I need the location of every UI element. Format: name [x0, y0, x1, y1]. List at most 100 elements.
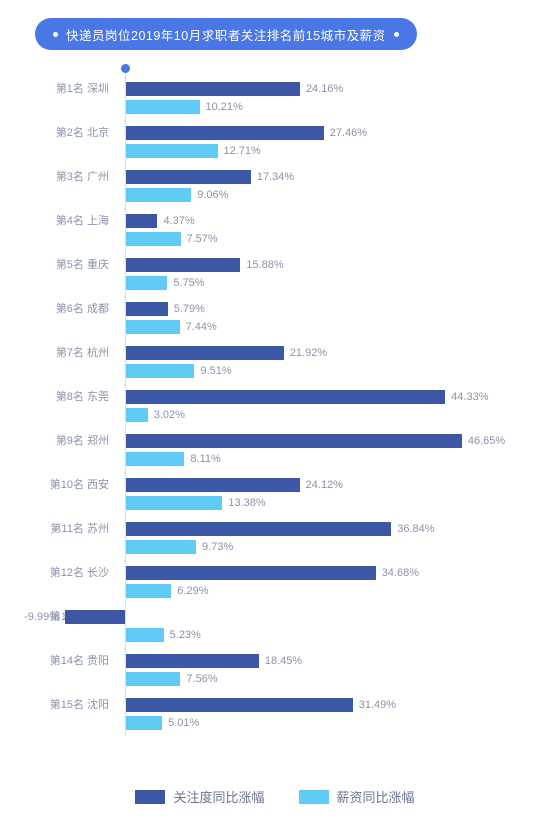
row-label: 第5名 重庆 [22, 256, 117, 272]
legend-item-salary: 薪资同比涨幅 [299, 787, 415, 806]
bar-row: 第7名 杭州21.92%9.51% [30, 342, 510, 386]
salary-bar: 9.73% [126, 540, 196, 554]
salary-value: 5.75% [167, 277, 204, 289]
row-label: 第9名 郑州 [22, 432, 117, 448]
salary-bar: 13.38% [126, 496, 222, 510]
attention-value: 17.34% [251, 171, 294, 183]
attention-value: 34.68% [376, 567, 419, 579]
salary-value: 5.01% [162, 717, 199, 729]
attention-value: 15.88% [240, 259, 283, 271]
bar-rows: 第1名 深圳24.16%10.21%第2名 北京27.46%12.71%第3名 … [30, 78, 510, 738]
salary-value: 7.57% [181, 233, 218, 245]
legend-label-attention: 关注度同比涨幅 [173, 787, 264, 806]
bar-row: 第15名 沈阳31.49%5.01% [30, 694, 510, 738]
legend: 关注度同比涨幅 薪资同比涨幅 [0, 787, 550, 806]
attention-value: 5.79% [168, 303, 205, 315]
attention-bar: 46.65% [126, 434, 462, 448]
legend-item-attention: 关注度同比涨幅 [135, 787, 264, 806]
legend-swatch-salary [299, 790, 329, 804]
attention-bar: 24.16% [126, 82, 300, 96]
chart-title: 快递员岗位2019年10月求职者关注排名前15城市及薪资 [66, 25, 386, 44]
row-label: 第12名 长沙 [22, 564, 117, 580]
attention-bar: 18.45% [126, 654, 259, 668]
salary-bar: 7.56% [126, 672, 180, 686]
attention-bar: 24.12% [126, 478, 300, 492]
attention-bar: -9.99% [65, 610, 125, 624]
salary-bar: 3.02% [126, 408, 148, 422]
salary-bar: 5.23% [126, 628, 164, 642]
salary-value: 3.02% [148, 409, 185, 421]
row-label: 第10名 西安 [22, 476, 117, 492]
salary-bar: 7.57% [126, 232, 181, 246]
attention-value: -9.99% [24, 611, 65, 623]
salary-bar: 5.01% [126, 716, 162, 730]
salary-value: 8.11% [184, 453, 220, 465]
attention-value: 44.33% [445, 391, 488, 403]
chart-area: 第1名 深圳24.16%10.21%第2名 北京27.46%12.71%第3名 … [30, 78, 510, 738]
salary-value: 9.51% [194, 365, 231, 377]
salary-value: 10.21% [200, 101, 243, 113]
attention-bar: 4.37% [126, 214, 157, 228]
attention-bar: 36.84% [126, 522, 391, 536]
attention-value: 21.92% [284, 347, 327, 359]
salary-value: 9.06% [191, 189, 228, 201]
bar-row: 第5名 重庆15.88%5.75% [30, 254, 510, 298]
bar-row: 第13名 武汉-9.99%5.23% [30, 606, 510, 650]
row-label: 第14名 贵阳 [22, 652, 117, 668]
bar-row: 第9名 郑州46.65%8.11% [30, 430, 510, 474]
bar-row: 第11名 苏州36.84%9.73% [30, 518, 510, 562]
bar-row: 第6名 成都5.79%7.44% [30, 298, 510, 342]
salary-bar: 9.51% [126, 364, 194, 378]
attention-bar: 34.68% [126, 566, 376, 580]
bar-row: 第1名 深圳24.16%10.21% [30, 78, 510, 122]
row-label: 第1名 深圳 [22, 80, 117, 96]
salary-bar: 6.29% [126, 584, 171, 598]
row-label: 第15名 沈阳 [22, 696, 117, 712]
salary-value: 5.23% [164, 629, 201, 641]
attention-bar: 27.46% [126, 126, 324, 140]
row-label: 第2名 北京 [22, 124, 117, 140]
attention-bar: 21.92% [126, 346, 284, 360]
salary-bar: 7.44% [126, 320, 180, 334]
legend-label-salary: 薪资同比涨幅 [337, 787, 415, 806]
row-label: 第4名 上海 [22, 212, 117, 228]
attention-bar: 31.49% [126, 698, 353, 712]
bar-row: 第4名 上海4.37%7.57% [30, 210, 510, 254]
bar-row: 第3名 广州17.34%9.06% [30, 166, 510, 210]
attention-value: 24.12% [300, 479, 343, 491]
salary-value: 7.56% [180, 673, 217, 685]
bar-row: 第8名 东莞44.33%3.02% [30, 386, 510, 430]
attention-value: 46.65% [462, 435, 505, 447]
salary-value: 13.38% [222, 497, 265, 509]
salary-value: 6.29% [171, 585, 208, 597]
salary-bar: 5.75% [126, 276, 167, 290]
salary-value: 7.44% [180, 321, 217, 333]
attention-bar: 17.34% [126, 170, 251, 184]
title-pill: 快递员岗位2019年10月求职者关注排名前15城市及薪资 [35, 18, 417, 50]
salary-bar: 10.21% [126, 100, 200, 114]
attention-value: 24.16% [300, 83, 343, 95]
salary-value: 12.71% [218, 145, 261, 157]
legend-swatch-attention [135, 790, 165, 804]
attention-value: 36.84% [391, 523, 434, 535]
salary-bar: 8.11% [126, 452, 184, 466]
attention-bar: 15.88% [126, 258, 240, 272]
attention-value: 18.45% [259, 655, 302, 667]
attention-bar: 44.33% [126, 390, 445, 404]
salary-bar: 9.06% [126, 188, 191, 202]
attention-value: 27.46% [324, 127, 367, 139]
bar-row: 第10名 西安24.12%13.38% [30, 474, 510, 518]
bar-row: 第2名 北京27.46%12.71% [30, 122, 510, 166]
bar-row: 第12名 长沙34.68%6.29% [30, 562, 510, 606]
row-label: 第3名 广州 [22, 168, 117, 184]
chart-container: 快递员岗位2019年10月求职者关注排名前15城市及薪资 第1名 深圳 24.16… [0, 0, 550, 826]
y-axis-top-dot [121, 64, 130, 73]
row-label: 第6名 成都 [22, 300, 117, 316]
row-label: 第11名 苏州 [22, 520, 117, 536]
bar-row: 第14名 贵阳18.45%7.56% [30, 650, 510, 694]
attention-bar: 5.79% [126, 302, 168, 316]
row-label: 第8名 东莞 [22, 388, 117, 404]
salary-bar: 12.71% [126, 144, 218, 158]
salary-value: 9.73% [196, 541, 233, 553]
attention-value: 4.37% [157, 215, 194, 227]
